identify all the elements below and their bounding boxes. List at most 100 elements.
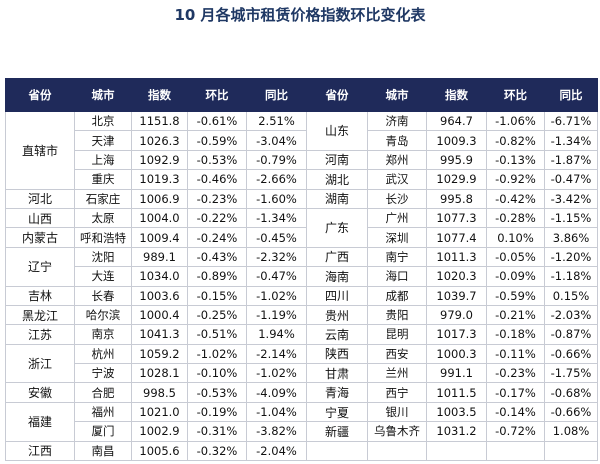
city-cell: 昆明 (367, 324, 427, 345)
province-cell: 江西 (5, 440, 75, 462)
index-cell: 995.9 (426, 149, 487, 171)
mom-cell: -0.43% (187, 246, 247, 268)
mom-cell: -1.06% (486, 110, 545, 132)
city-cell: 贵阳 (367, 304, 427, 326)
index-cell: 1039.7 (426, 285, 487, 306)
province-cell: 广东 (306, 207, 368, 248)
city-cell: 石家庄 (74, 188, 132, 209)
city-cell: 深圳 (367, 227, 427, 248)
city-cell: 南昌 (74, 440, 132, 462)
mom-cell: -0.11% (486, 343, 545, 365)
index-cell: 1026.3 (131, 130, 188, 151)
city-cell: 呼和浩特 (74, 227, 132, 248)
city-cell: 天津 (74, 130, 132, 151)
mom-cell: -0.53% (187, 149, 247, 171)
province-cell: 贵州 (306, 304, 368, 326)
yoy-cell: 1.08% (544, 421, 598, 442)
index-cell: 979.0 (426, 304, 487, 326)
city-cell: 沈阳 (74, 246, 132, 268)
index-cell: 1019.3 (131, 169, 188, 190)
city-cell: 南宁 (367, 246, 427, 268)
table-row: 福建 福州 1021.0 -0.19% -1.04% 宁夏 银川 1003.5 -0.14% -0… (5, 401, 598, 442)
index-cell: 1031.2 (426, 421, 487, 442)
index-cell: 1011.3 (426, 246, 487, 268)
yoy-cell: -1.02% (246, 285, 307, 306)
yoy-cell: -3.82% (246, 421, 307, 442)
province-cell: 海南 (306, 266, 368, 287)
province-cell: 甘肃 (306, 363, 368, 384)
empty-cell (426, 440, 487, 462)
index-cell: 1092.9 (131, 149, 188, 171)
header-cell: 省份 (306, 78, 368, 112)
title: 10 月各城市租赁价格指数环比变化表 (174, 6, 426, 24)
city-cell: 青岛 (367, 130, 427, 151)
header-cell: 环比 (486, 78, 545, 112)
index-cell: 1028.1 (131, 363, 188, 384)
province-cell: 浙江 (5, 343, 75, 384)
index-cell: 1004.0 (131, 207, 188, 229)
yoy-cell: 0.15% (544, 285, 598, 306)
city-cell: 太原 (74, 207, 132, 229)
province-cell: 青海 (306, 382, 368, 403)
table-body: 直辖市 北京 1151.8 -0.61% 2.51% 山东 济南 964.7 -1.06% -6.… (5, 110, 598, 462)
index-cell: 1006.9 (131, 188, 188, 209)
yoy-cell: -1.34% (544, 130, 598, 151)
province-cell: 新疆 (306, 421, 368, 442)
city-cell: 杭州 (74, 343, 132, 365)
index-cell: 1000.3 (426, 343, 487, 365)
city-cell: 福州 (74, 401, 132, 423)
yoy-cell: -6.71% (544, 110, 598, 132)
mom-cell: -0.19% (187, 401, 247, 423)
city-cell: 西安 (367, 343, 427, 365)
header-cell: 省份 (5, 78, 75, 112)
city-cell: 成都 (367, 285, 427, 306)
yoy-cell: -1.02% (246, 363, 307, 384)
index-cell: 1011.5 (426, 382, 487, 403)
mom-cell: -0.23% (187, 188, 247, 209)
yoy-cell: -1.18% (544, 266, 598, 287)
index-cell: 1041.3 (131, 324, 188, 345)
table-row: 浙江 杭州 1059.2 -1.02% -2.14% 陕西 西安 1000.3 -0.11% -0… (5, 343, 598, 384)
city-cell: 广州 (367, 207, 427, 229)
table-row: 黑龙江 哈尔滨 1000.4 -0.25% -1.19% 贵州 贵阳 979.0 -0.21% -… (5, 304, 598, 326)
province-cell: 辽宁 (5, 246, 75, 287)
mom-cell: -0.32% (187, 440, 247, 462)
index-cell: 1059.2 (131, 343, 188, 365)
mom-cell: -0.21% (486, 304, 545, 326)
rent-index-table: 省份 城市 指数 环比 同比 省份 城市 指数 环比 同比 直辖市 北京 1151.8 -0.61% 2.… (5, 78, 598, 462)
table-row: 天津 1026.3 -0.59% -3.04% 青岛 1009.3 -0.82% -1.34% (6, 130, 598, 151)
province-cell: 湖北 (306, 169, 368, 190)
city-cell: 长春 (74, 285, 132, 306)
mom-cell: -0.42% (486, 188, 545, 209)
city-cell: 西宁 (367, 382, 427, 403)
yoy-cell: -2.14% (246, 343, 307, 365)
mom-cell: -0.22% (187, 207, 247, 229)
mom-cell: 0.10% (486, 227, 545, 248)
table-row: 辽宁 沈阳 989.1 -0.43% -2.32% 广西 南宁 1011.3 -0.05% -1.… (5, 246, 598, 287)
mom-cell: -0.92% (486, 169, 545, 190)
index-cell: 1020.3 (426, 266, 487, 287)
index-cell: 1034.0 (131, 266, 188, 287)
yoy-cell: -1.20% (544, 246, 598, 268)
yoy-cell: -3.42% (544, 188, 598, 209)
mom-cell: -0.59% (187, 130, 247, 151)
table-row: 重庆 1019.3 -0.46% -2.66% 湖北 武汉 1029.9 -0.92% -0.4… (6, 169, 598, 190)
mom-cell: -0.13% (486, 149, 545, 171)
yoy-cell: -0.47% (246, 266, 307, 287)
mom-cell: -0.61% (187, 110, 247, 132)
mom-cell: -0.53% (187, 382, 247, 403)
index-cell: 1029.9 (426, 169, 487, 190)
yoy-cell: -1.19% (246, 304, 307, 326)
city-cell: 银川 (367, 401, 427, 423)
province-cell: 福建 (5, 401, 75, 442)
mom-cell: -0.10% (187, 363, 247, 384)
mom-cell: -0.15% (187, 285, 247, 306)
mom-cell: -1.02% (187, 343, 247, 365)
yoy-cell: -1.04% (246, 401, 307, 423)
header-cell: 指数 (426, 78, 487, 112)
header-cell: 环比 (187, 78, 247, 112)
mom-cell: -0.51% (187, 324, 247, 345)
yoy-cell: -0.66% (544, 343, 598, 365)
yoy-cell: -0.66% (544, 401, 598, 423)
